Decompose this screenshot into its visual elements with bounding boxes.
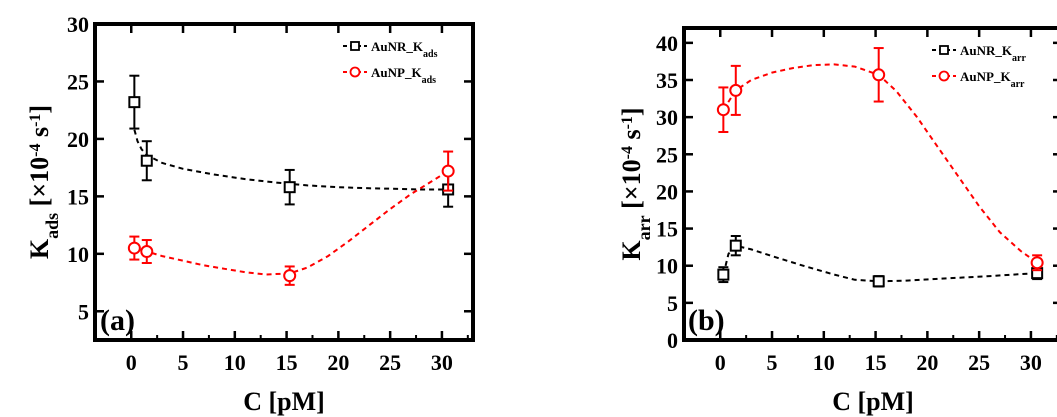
y-tick-label: 20	[67, 127, 89, 152]
y-axis-title-unit: [×10	[617, 159, 646, 215]
y-axis-title-unit: [×10	[25, 157, 54, 213]
y-axis-title-unit-s: s	[25, 127, 54, 144]
fit-curve	[133, 129, 449, 191]
legend-marker	[939, 45, 949, 55]
x-tick-label: 25	[379, 350, 401, 375]
chart-panel-b: 0 5 10 15 20 25 30 0 5 10 15 20 25 30 35 40 C [pM] Karr […	[617, 26, 1057, 416]
y-tick-label: 10	[67, 242, 89, 267]
y-tick-label: 5	[667, 291, 678, 316]
legend-label-sub: ads	[423, 49, 438, 60]
data-point	[441, 164, 455, 178]
x-tick-label: 30	[1020, 350, 1042, 375]
legend-marker	[349, 66, 361, 78]
x-tick-label: 15	[276, 350, 298, 375]
data-point	[716, 103, 730, 117]
y-tick-label: 40	[656, 31, 678, 56]
plot-frame	[682, 26, 1057, 342]
legend-label-sub: arr	[1011, 79, 1025, 90]
data-point	[140, 154, 153, 167]
legend-label: AuNP_Karr	[960, 69, 1025, 90]
x-axis-title: C [pM]	[243, 387, 325, 416]
y-tick-label: 15	[67, 184, 89, 209]
data-point	[872, 275, 885, 288]
y-tick-label: 5	[78, 299, 89, 324]
y-tick-label: 20	[656, 179, 678, 204]
y-tick-label: 10	[656, 254, 678, 279]
legend-label-main: AuNR_K	[960, 43, 1013, 58]
data-point	[127, 241, 141, 255]
y-tick-label: 35	[656, 68, 678, 93]
y-axis-title-close: ]	[617, 107, 646, 116]
y-axis-title-unit-s: s	[617, 129, 646, 146]
legend-label: AuNR_Karr	[960, 43, 1026, 64]
x-tick-label: 15	[865, 350, 887, 375]
x-tick-label: 25	[968, 350, 990, 375]
legend-label: AuNR_Kads	[371, 39, 438, 60]
y-axis-title-main: K	[617, 240, 646, 261]
legend-label-main: AuNR_K	[371, 39, 424, 54]
y-tick-label: 30	[67, 12, 89, 37]
x-tick-label: 0	[715, 350, 726, 375]
x-tick-label: 10	[224, 350, 246, 375]
legend-label: AuNP_Kads	[371, 65, 436, 86]
x-tick-label: 10	[813, 350, 835, 375]
y-axis-title-sub: arr	[634, 215, 654, 240]
panel-label: (a)	[100, 304, 135, 337]
x-tick-label: 0	[126, 350, 137, 375]
y-tick-label: 30	[656, 105, 678, 130]
fit-curve	[722, 63, 1038, 264]
legend-label-main: AuNP_K	[960, 69, 1011, 84]
x-tick-label: 5	[178, 350, 189, 375]
series-aunp-karr: AuNP_Karr	[716, 47, 1044, 272]
panel-label: (b)	[688, 304, 725, 337]
y-axis-title: Kads [×10-4 s-1]	[25, 105, 62, 259]
legend-marker	[350, 41, 360, 51]
data-point	[729, 239, 742, 252]
y-axis-title-close: ]	[25, 105, 54, 114]
x-axis-title: C [pM]	[832, 387, 914, 416]
x-tick-label: 20	[327, 350, 349, 375]
y-tick-label: 0	[667, 328, 678, 353]
data-point	[729, 83, 743, 97]
y-axis-title-sub: ads	[42, 213, 62, 239]
data-point	[128, 96, 141, 109]
series-aunr-kads: AuNR_Kads	[128, 39, 455, 208]
x-tick-label: 20	[916, 350, 938, 375]
data-point	[283, 181, 296, 194]
x-tick-label: 5	[767, 350, 778, 375]
data-point	[283, 269, 297, 283]
legend-label-main: AuNP_K	[371, 65, 422, 80]
x-tick-label: 30	[431, 350, 453, 375]
legend-marker	[938, 70, 950, 82]
y-axis-title-exp: -4	[619, 146, 636, 159]
y-axis-title-exp2: -1	[27, 114, 44, 127]
y-axis-title-main: K	[25, 238, 54, 259]
y-axis-title: Karr [×10-4 s-1]	[617, 107, 654, 260]
data-point	[1030, 256, 1044, 270]
series-aunp-kads: AuNP_Kads	[127, 65, 455, 286]
y-tick-label: 15	[656, 217, 678, 242]
legend-label-sub: ads	[422, 75, 437, 86]
y-axis-title-exp2: -1	[619, 116, 636, 129]
chart-panel-a: 0 5 10 15 20 25 30 5 10 15 20 25 30 C [pM] Kads [×10-4…	[25, 12, 475, 416]
plot-frame	[93, 22, 475, 342]
data-point	[140, 245, 154, 259]
y-tick-label: 25	[67, 69, 89, 94]
y-tick-label: 25	[656, 142, 678, 167]
y-axis-title-exp: -4	[27, 144, 44, 157]
data-point	[717, 268, 730, 281]
data-point	[872, 68, 886, 82]
legend-label-sub: arr	[1012, 53, 1026, 64]
